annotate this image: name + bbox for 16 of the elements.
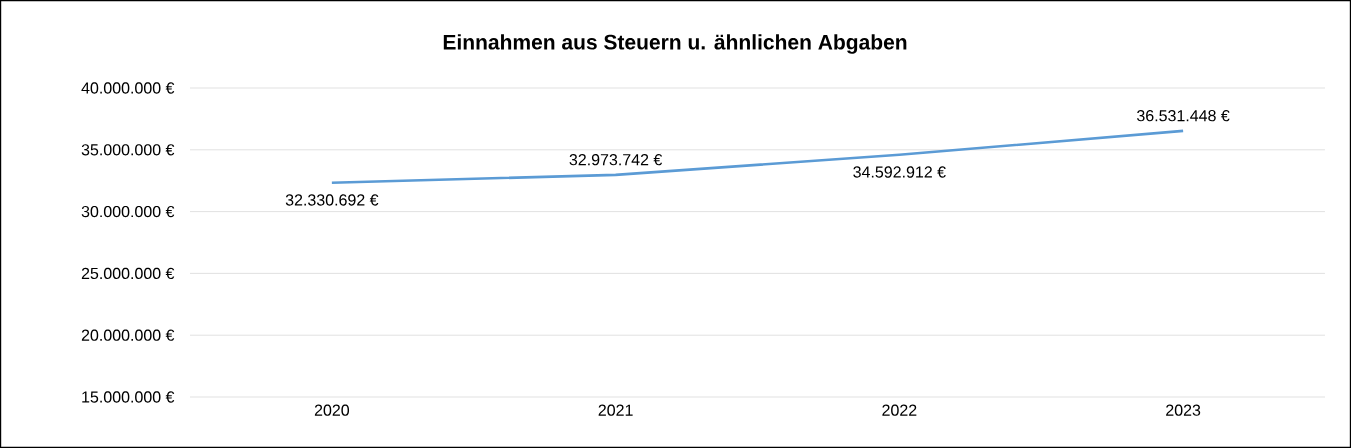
x-tick-label: 2021 bbox=[598, 404, 633, 416]
y-tick-label: 35.000.000 € bbox=[81, 144, 175, 156]
x-tick-label: 2023 bbox=[1166, 404, 1201, 416]
y-tick-label: 25.000.000 € bbox=[81, 267, 175, 280]
data-label: 34.592.912 € bbox=[853, 166, 946, 178]
x-tick-label: 2022 bbox=[882, 404, 917, 416]
data-label: 32.973.742 € bbox=[569, 153, 663, 166]
y-tick-label: 15.000.000 € bbox=[82, 391, 175, 403]
y-tick-label: 30.000.000 € bbox=[81, 205, 175, 218]
x-tick-label: 2020 bbox=[314, 404, 350, 416]
chart-title: Einnahmen aus Steuern u. ähnlichen Abgaben bbox=[443, 34, 907, 54]
line-series bbox=[330, 129, 1185, 185]
y-tick-label: 40.000.000 € bbox=[81, 82, 175, 94]
data-label: 32.330.692 € bbox=[285, 194, 379, 206]
data-label: 36.531.448 € bbox=[1137, 110, 1230, 122]
y-tick-label: 20.000.000 € bbox=[81, 329, 175, 341]
